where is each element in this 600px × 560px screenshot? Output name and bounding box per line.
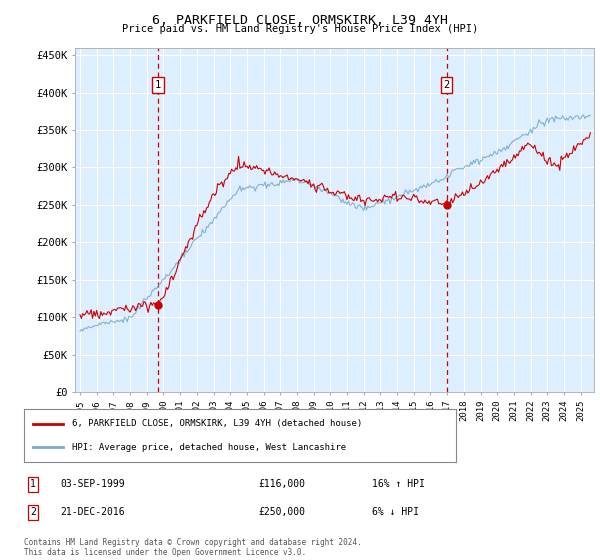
Text: Price paid vs. HM Land Registry's House Price Index (HPI): Price paid vs. HM Land Registry's House … bbox=[122, 24, 478, 34]
Text: 2: 2 bbox=[30, 507, 36, 517]
Text: HPI: Average price, detached house, West Lancashire: HPI: Average price, detached house, West… bbox=[71, 442, 346, 451]
Text: 2: 2 bbox=[443, 80, 450, 90]
Text: 03-SEP-1999: 03-SEP-1999 bbox=[60, 479, 125, 489]
Text: 6, PARKFIELD CLOSE, ORMSKIRK, L39 4YH (detached house): 6, PARKFIELD CLOSE, ORMSKIRK, L39 4YH (d… bbox=[71, 419, 362, 428]
Text: Contains HM Land Registry data © Crown copyright and database right 2024.
This d: Contains HM Land Registry data © Crown c… bbox=[24, 538, 362, 557]
Text: £250,000: £250,000 bbox=[258, 507, 305, 517]
Text: £116,000: £116,000 bbox=[258, 479, 305, 489]
Text: 16% ↑ HPI: 16% ↑ HPI bbox=[372, 479, 425, 489]
Text: 6, PARKFIELD CLOSE, ORMSKIRK, L39 4YH: 6, PARKFIELD CLOSE, ORMSKIRK, L39 4YH bbox=[152, 14, 448, 27]
Text: 21-DEC-2016: 21-DEC-2016 bbox=[60, 507, 125, 517]
Text: 1: 1 bbox=[155, 80, 161, 90]
Text: 6% ↓ HPI: 6% ↓ HPI bbox=[372, 507, 419, 517]
Text: 1: 1 bbox=[30, 479, 36, 489]
